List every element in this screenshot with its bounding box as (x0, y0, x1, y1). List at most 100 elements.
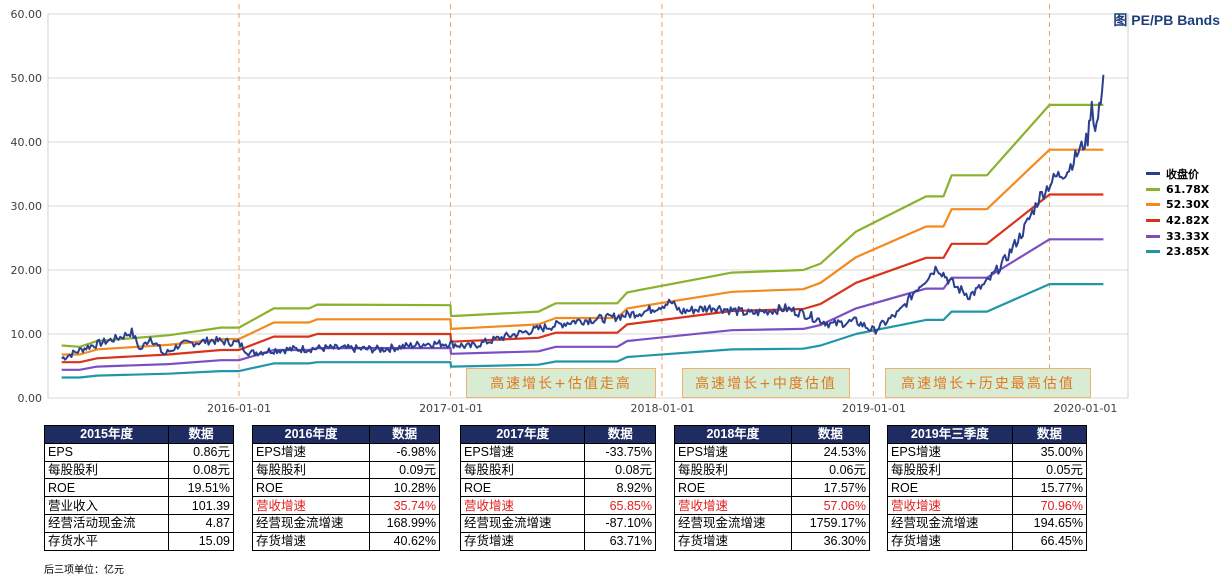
table-header-year: 2015年度 (43, 425, 170, 444)
y-tick-label: 0.00 (18, 392, 43, 405)
legend-item: 33.33X (1146, 228, 1209, 244)
table-cell-label: 营业收入 (43, 496, 170, 515)
series-line (61, 238, 1104, 371)
table-2017: 2017年度 数据 EPS增速 -33.75% 每股股利 0.08元 ROE 8.92%… (459, 425, 656, 551)
table-cell-value: 63.71% (584, 531, 656, 551)
annotation-2017: 高速增长+估值走高 (466, 368, 656, 398)
table-cell-value: -87.10% (584, 513, 656, 533)
legend-label: 收盘价 (1166, 167, 1199, 181)
table-cell-label: EPS增速 (674, 442, 792, 462)
table-cell-label: ROE (674, 478, 792, 498)
table-cell-value: 66.45% (1011, 531, 1088, 551)
table-cell-value: 0.08元 (584, 460, 656, 480)
y-tick-label: 60.00 (11, 8, 43, 21)
table-cell-value: 40.62% (369, 531, 440, 551)
x-tick-label: 2018-01-01 (631, 402, 695, 415)
legend-swatch (1146, 172, 1160, 176)
table-cell-label: 经营现金流增速 (674, 513, 792, 533)
table-cell-value: 8.92% (584, 478, 656, 498)
table-header-year: 2019年三季度 (887, 425, 1013, 444)
legend-item: 23.85X (1146, 244, 1209, 260)
table-cell-value: 0.86元 (168, 442, 234, 462)
y-tick-label: 30.00 (11, 200, 43, 213)
table-2018: 2018年度 数据 EPS增速 24.53% 每股股利 0.06元 ROE 17.57%… (674, 425, 871, 551)
legend-swatch (1146, 234, 1160, 238)
table-cell-value: 15.09 (168, 531, 234, 551)
table-cell-label: ROE (251, 478, 371, 498)
table-cell-label: 每股股利 (43, 460, 170, 480)
table-cell-label: 经营现金流增速 (887, 513, 1013, 533)
table-2019q3: 2019年三季度 数据 EPS增速 35.00% 每股股利 0.05元 ROE 15.7… (887, 425, 1088, 551)
table-cell-value: 35.00% (1011, 442, 1088, 462)
series-line (61, 193, 1104, 364)
table-cell-label: EPS增速 (459, 442, 586, 462)
x-tick-label: 2019-01-01 (842, 402, 906, 415)
legend-label: 52.30X (1166, 198, 1210, 212)
table-cell-value: 4.87 (168, 513, 234, 533)
table-cell-value: 65.85% (584, 496, 656, 515)
x-tick-label: 2017-01-01 (419, 402, 483, 415)
table-cell-label: 营收增速 (251, 496, 371, 515)
legend-item: 52.30X (1146, 197, 1209, 213)
table-2015: 2015年度 数据 EPS 0.86元 每股股利 0.08元 ROE 19.51% 营业… (43, 425, 234, 551)
y-tick-label: 20.00 (11, 264, 43, 277)
table-cell-label: 营收增速 (887, 496, 1013, 515)
legend-label: 23.85X (1166, 245, 1210, 259)
series-line (61, 74, 1105, 361)
table-cell-label: 每股股利 (674, 460, 792, 480)
table-cell-label: 每股股利 (459, 460, 586, 480)
annotation-2019: 高速增长+历史最高估值 (885, 368, 1091, 398)
y-tick-label: 10.00 (11, 328, 43, 341)
table-cell-value: 10.28% (369, 478, 440, 498)
table-cell-label: EPS增速 (887, 442, 1013, 462)
table-cell-value: 35.74% (369, 496, 440, 515)
table-cell-label: ROE (459, 478, 586, 498)
table-header-data: 数据 (1011, 425, 1088, 444)
table-cell-value: 57.06% (790, 496, 871, 515)
table-cell-value: 17.57% (790, 478, 871, 498)
table-cell-label: 营收增速 (459, 496, 586, 515)
table-cell-label: 存货增速 (887, 531, 1013, 551)
table-cell-label: 经营活动现金流 (43, 513, 170, 533)
table-cell-value: 194.65% (1011, 513, 1088, 533)
table-cell-label: 每股股利 (887, 460, 1013, 480)
table-cell-value: 19.51% (168, 478, 234, 498)
legend-label: 42.82X (1166, 214, 1210, 228)
footnote: 后三项单位：亿元 (44, 565, 124, 576)
series-line (61, 283, 1104, 379)
table-cell-label: EPS增速 (251, 442, 371, 462)
table-cell-value: -33.75% (584, 442, 656, 462)
series-line (61, 103, 1104, 348)
table-cell-label: ROE (887, 478, 1013, 498)
y-tick-label: 40.00 (11, 136, 43, 149)
table-cell-label: EPS (43, 442, 170, 462)
table-cell-label: 每股股利 (251, 460, 371, 480)
chart-legend: 收盘价 61.78X 52.30X 42.82X 33.33X 23.85X (1146, 166, 1209, 260)
table-cell-value: 0.09元 (369, 460, 440, 480)
table-cell-value: 0.08元 (168, 460, 234, 480)
legend-swatch (1146, 203, 1160, 207)
legend-swatch (1146, 250, 1160, 254)
x-tick-label: 2016-01-01 (207, 402, 271, 415)
table-cell-value: 15.77% (1011, 478, 1088, 498)
y-tick-label: 50.00 (11, 72, 43, 85)
table-cell-value: -6.98% (369, 442, 440, 462)
table-header-data: 数据 (168, 425, 234, 444)
table-cell-label: 存货增速 (674, 531, 792, 551)
annotation-2018: 高速增长+中度估值 (682, 368, 850, 398)
legend-swatch (1146, 187, 1160, 191)
table-cell-value: 0.06元 (790, 460, 871, 480)
table-header-year: 2016年度 (251, 425, 371, 444)
table-2016: 2016年度 数据 EPS增速 -6.98% 每股股利 0.09元 ROE 10.28%… (251, 425, 440, 551)
x-tick-label: 2020-01-01 (1053, 402, 1117, 415)
table-cell-label: 存货增速 (251, 531, 371, 551)
table-cell-value: 101.39 (168, 496, 234, 515)
table-header-year: 2018年度 (674, 425, 792, 444)
table-cell-label: ROE (43, 478, 170, 498)
table-cell-label: 经营现金流增速 (251, 513, 371, 533)
table-cell-value: 1759.17% (790, 513, 871, 533)
legend-item: 61.78X (1146, 182, 1209, 198)
table-header-year: 2017年度 (459, 425, 586, 444)
table-header-data: 数据 (369, 425, 440, 444)
legend-item: 收盘价 (1146, 166, 1209, 182)
